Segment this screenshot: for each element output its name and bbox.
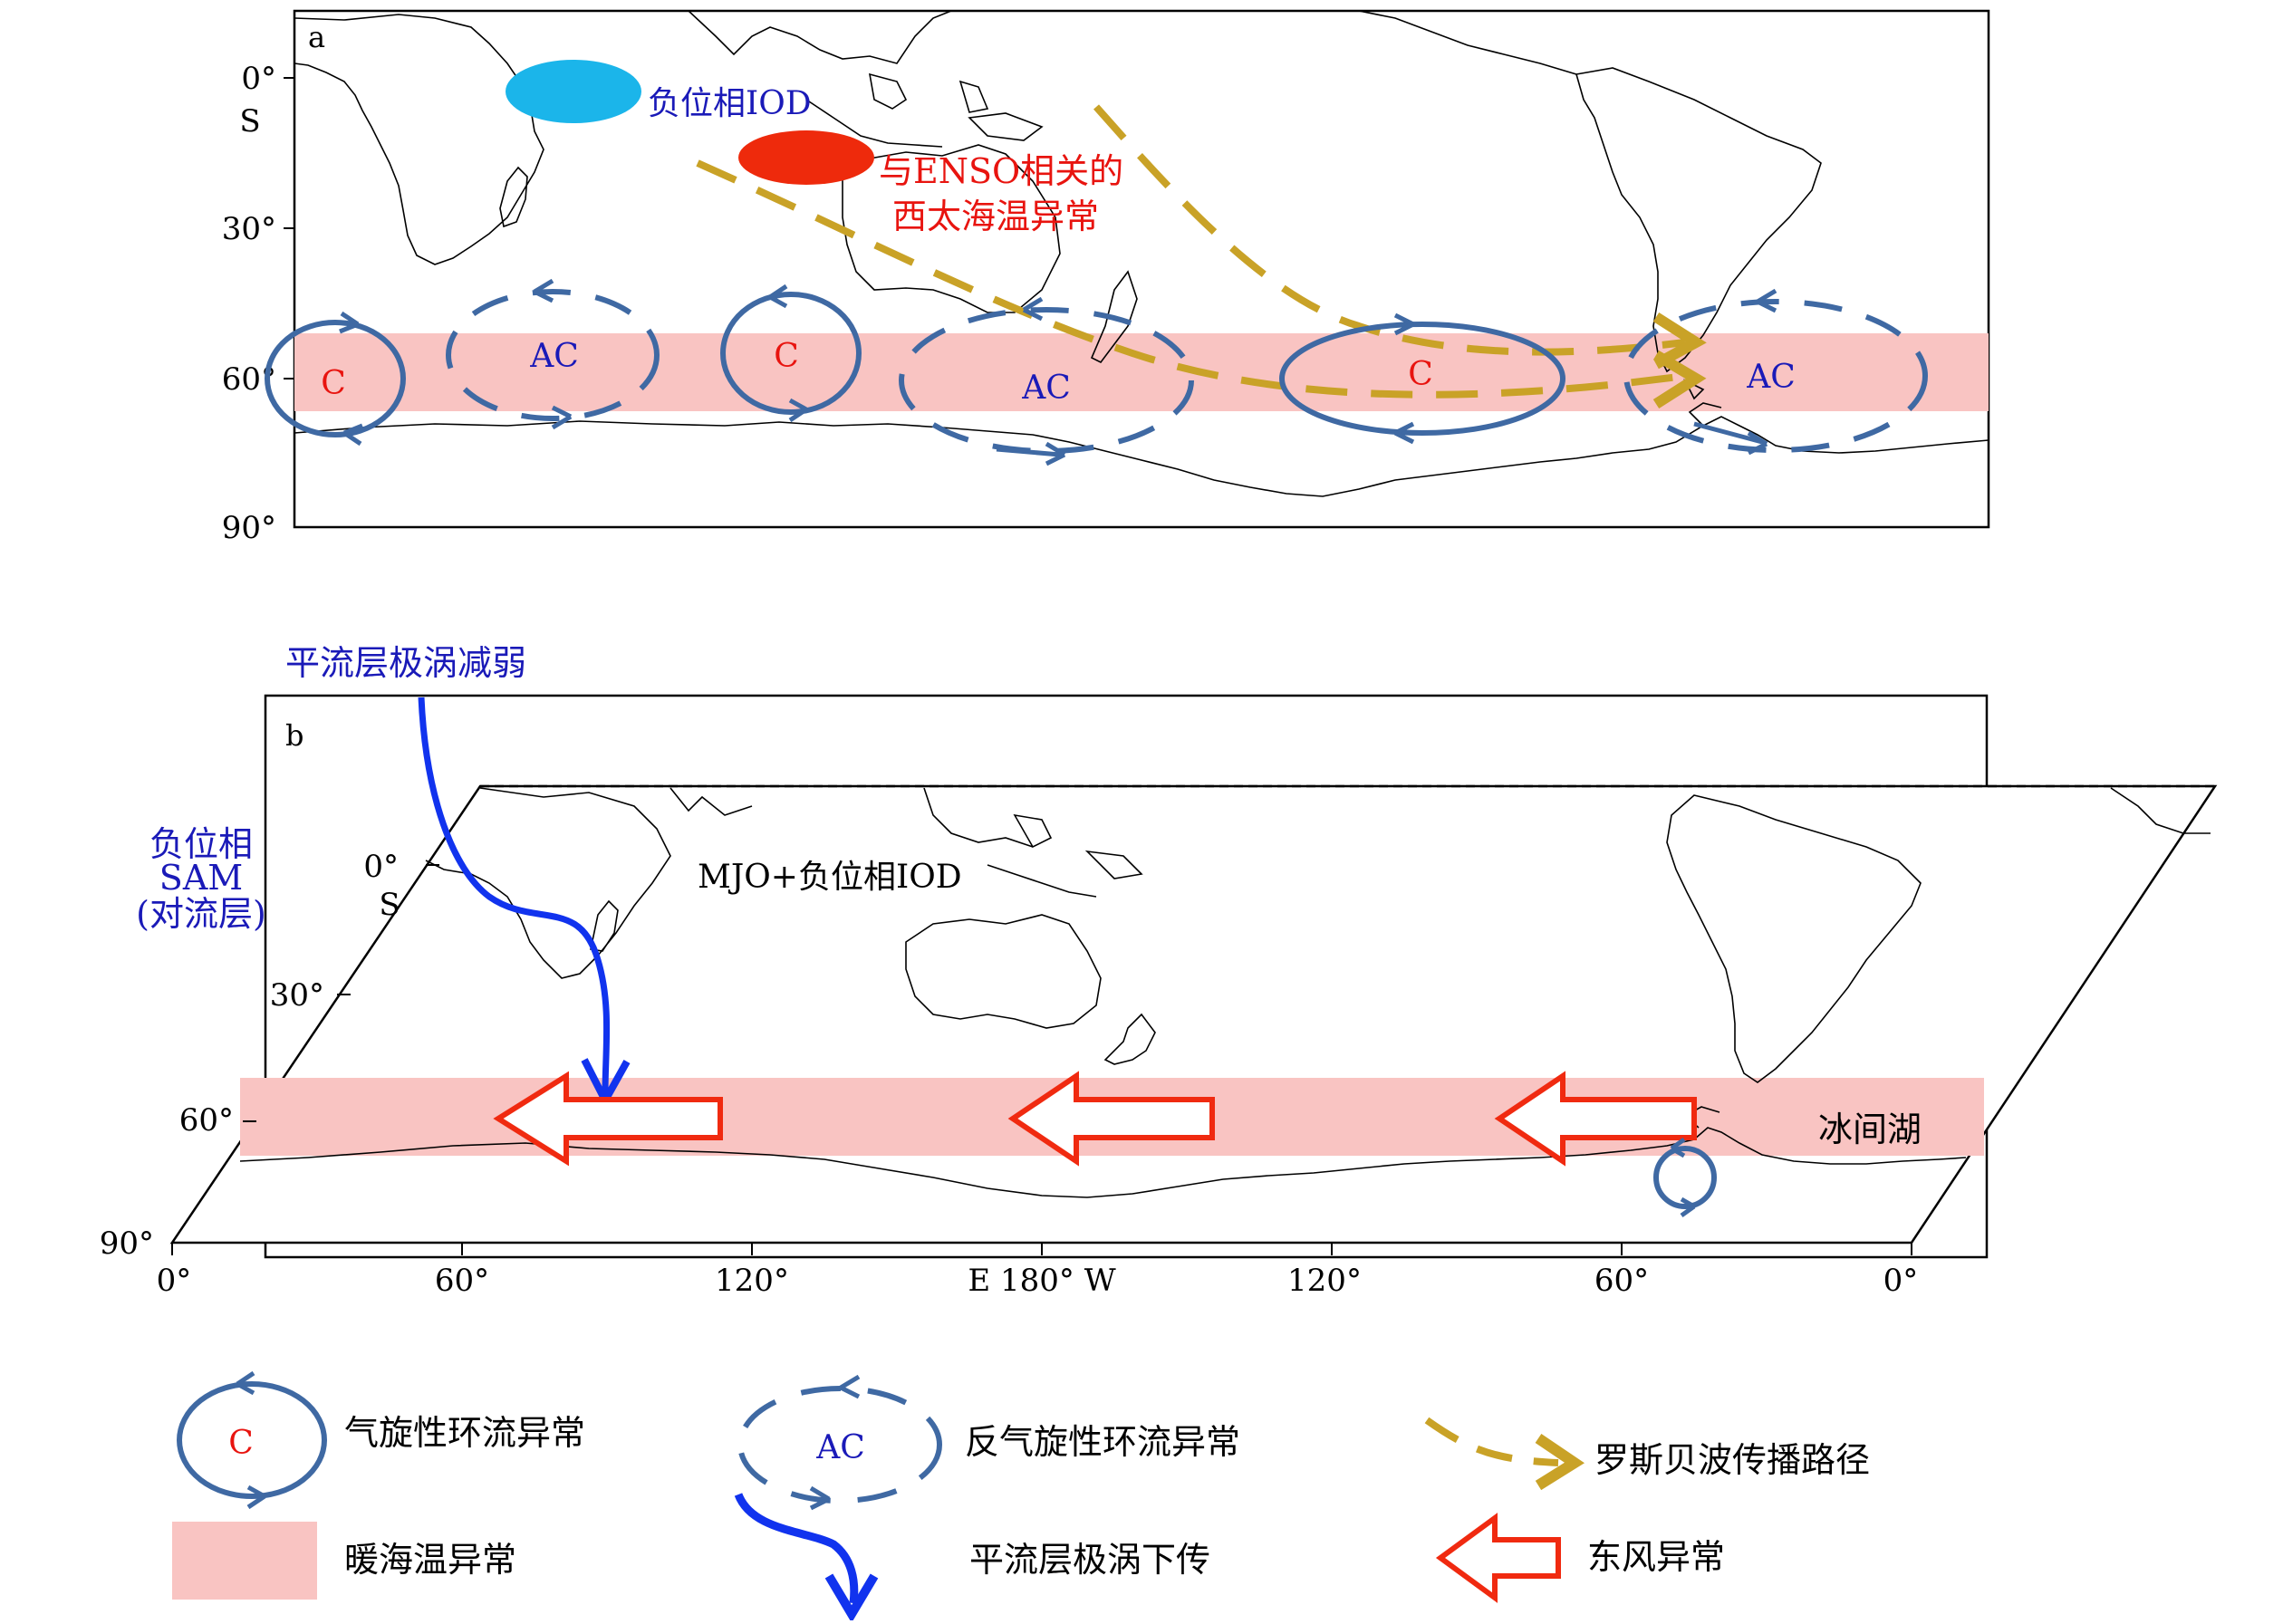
iod-ellipse [506, 60, 641, 123]
lon-tick-6: 0° [1883, 1263, 1919, 1299]
anticyclone-arrows-a [533, 278, 1777, 466]
lon-tick-1: 60° [435, 1263, 489, 1299]
iod-label: 负位相IOD [648, 85, 812, 122]
anticyclone-a-1 [446, 289, 660, 421]
cyclone-a-3 [1279, 322, 1565, 436]
lon-tick-4: 120° [1287, 1263, 1362, 1299]
cyclone-a-2-letter: C [774, 338, 799, 375]
legend-rossby-symbol [1424, 1417, 1559, 1466]
legend-anticyclone-label: 反气旋性环流异常 [965, 1422, 1240, 1462]
sam-label-line1: 负位相 [149, 824, 253, 864]
legend-vortex-symbol [734, 1493, 859, 1604]
cyclone-a-1 [265, 320, 406, 437]
panel-a-frame [293, 9, 1990, 529]
lat-tick-a-90: 90° [222, 510, 276, 546]
legend: C 气旋性环流异常 AC 反气旋性环流异常 罗斯贝波传播路径 暖海温异常 平流层… [172, 1370, 1870, 1623]
legend-vortex-arrowhead [824, 1573, 879, 1623]
easterly-arrow-3 [1494, 1071, 1697, 1167]
legend-anticyclone-arrows [809, 1374, 861, 1511]
lat-axis-b [243, 864, 439, 1122]
sam-label-line2: SAM [159, 858, 243, 898]
legend-rossby-arrowhead [1535, 1434, 1585, 1491]
cyclone-arrows-a [339, 283, 1415, 447]
lon-axis-b [171, 1243, 1912, 1255]
polynya-label: 冰间湖 [1818, 1110, 1922, 1149]
legend-cyclone-letter: C [228, 1425, 254, 1462]
legend-cyclone-symbol [177, 1381, 327, 1499]
lon-tick-3: E 180° W [968, 1263, 1115, 1299]
lat-tick-a-30: 30° [222, 211, 276, 247]
legend-anticyclone-symbol [737, 1386, 942, 1504]
panel-b: b 0° S 30° 60 [100, 643, 2218, 1299]
lat-tick-b-60: 60° [179, 1102, 234, 1139]
legend-warm-sst-symbol [172, 1522, 317, 1600]
legend-vortex-label: 平流层极涡下传 [969, 1540, 1210, 1580]
legend-easterly-symbol [1435, 1513, 1561, 1603]
anticyclones-a [446, 289, 1928, 454]
warm-sst-band-a [294, 333, 1989, 411]
lon-tick-0: 0° [157, 1263, 192, 1299]
mjo-iod-label: MJO+负位相IOD [698, 859, 962, 896]
rossby-paths [696, 104, 1686, 399]
cyclone-b-small-arrows [1670, 1137, 1696, 1218]
cyclone-a-1-letter: C [321, 365, 346, 402]
legend-easterly-label: 东风异常 [1587, 1537, 1725, 1577]
coastlines-b [239, 787, 2211, 1198]
enso-label-line1: 与ENSO相关的 [879, 151, 1123, 191]
easterly-arrow-1 [493, 1071, 723, 1167]
anticyclone-a-3 [1623, 299, 1928, 453]
lon-tick-2: 120° [715, 1263, 789, 1299]
panel-b-label: b [285, 718, 303, 753]
cyclone-a-3-letter: C [1408, 356, 1433, 393]
panel-a-label: a [308, 20, 325, 54]
coastlines-a [294, 10, 1989, 497]
lat-tick-b-90: 90° [100, 1225, 154, 1262]
panel-a: a [222, 9, 1990, 546]
legend-cyclone-arrows [236, 1370, 266, 1510]
rossby-arrowhead-2 [1652, 350, 1707, 409]
enso-label-line2: 西太海温异常 [892, 197, 1099, 236]
lat-tick-b-0: 0° [363, 849, 399, 885]
cyclones-a [265, 292, 1565, 437]
anticyclone-a-2 [899, 307, 1194, 454]
anticyclone-a-2-letter: AC [1021, 370, 1071, 407]
legend-rossby-label: 罗斯贝波传播路径 [1594, 1440, 1870, 1480]
panel-b-plane [169, 784, 2218, 1244]
easterly-arrow-2 [1007, 1071, 1215, 1167]
lat-suffix-b: S [379, 887, 400, 923]
cyclone-a-2 [720, 292, 862, 415]
lat-tick-b-30: 30° [270, 977, 324, 1014]
vortex-weakening-label: 平流层极涡减弱 [285, 643, 526, 683]
vortex-down-arrow [418, 697, 611, 1095]
anticyclone-a-1-letter: AC [529, 338, 579, 375]
lon-tick-5: 60° [1594, 1263, 1649, 1299]
legend-anticyclone-letter: AC [815, 1429, 865, 1466]
legend-cyclone-label: 气旋性环流异常 [344, 1413, 585, 1453]
easterly-arrows [493, 1071, 1697, 1167]
enso-ellipse [738, 130, 874, 185]
legend-warm-sst-label: 暖海温异常 [344, 1540, 516, 1580]
anticyclone-a-3-letter: AC [1746, 359, 1796, 396]
sam-label-line3: (对流层) [136, 894, 266, 934]
lat-suffix-a: S [239, 103, 260, 139]
lat-tick-a-0: 0° [241, 61, 276, 97]
cyclone-b-small [1653, 1146, 1717, 1209]
lat-axis-a [284, 77, 294, 380]
